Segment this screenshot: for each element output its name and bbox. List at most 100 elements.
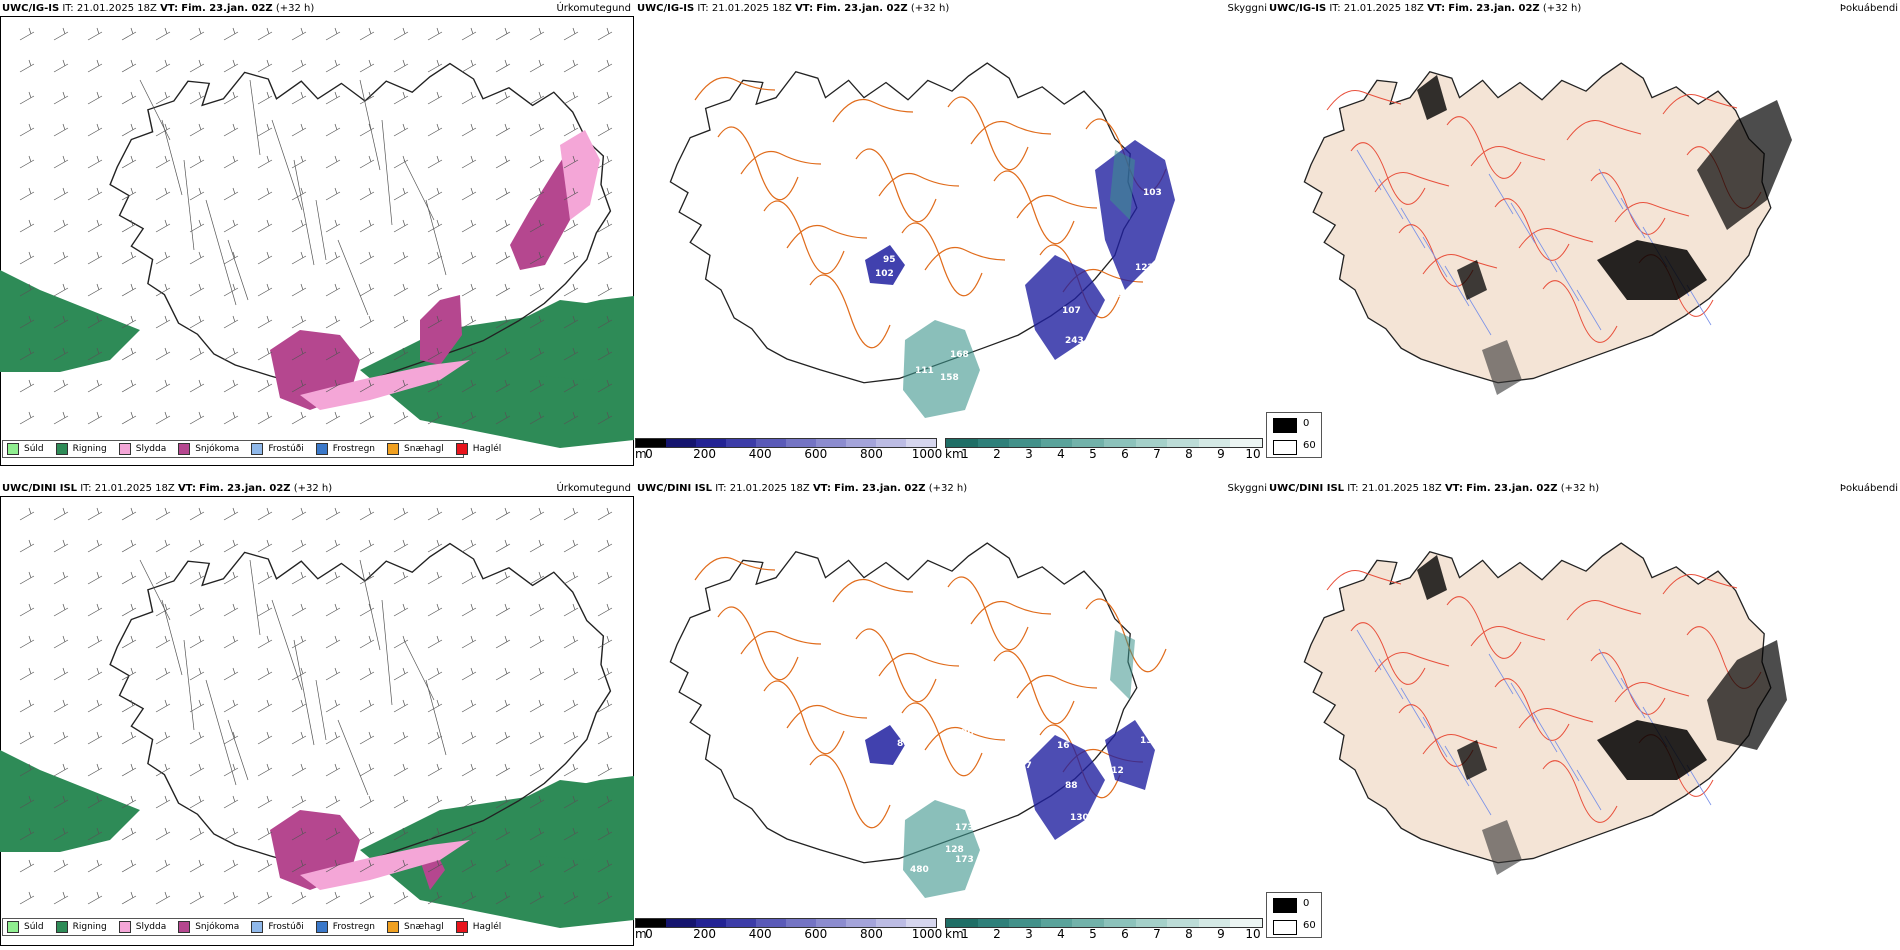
legend-item: Snjókoma [178, 921, 239, 933]
wind-barb [461, 731, 477, 745]
wind-barb [257, 347, 273, 361]
wind-barb [597, 539, 613, 553]
road [1374, 652, 1450, 673]
wind-barb [19, 27, 35, 41]
road [786, 224, 868, 249]
wind-barb [189, 539, 205, 553]
terrain-contour [403, 639, 435, 701]
wind-barb [53, 731, 69, 745]
wind-barb [359, 27, 375, 41]
river [1554, 260, 1580, 302]
wind-barb [461, 315, 477, 329]
colorbar-cell [1072, 919, 1104, 927]
wind-barb [325, 123, 341, 137]
wind-barb [461, 635, 477, 649]
wind-barb [19, 859, 35, 873]
wind-barb [597, 59, 613, 73]
panel-header: UWC/DINI ISL IT: 21.01.2025 18Z VT: Fim.… [637, 483, 967, 494]
wind-barb [393, 155, 409, 169]
terrain-contour [249, 79, 261, 156]
wind-barb [155, 219, 171, 233]
wind-barb [563, 155, 579, 169]
wind-barb [257, 635, 273, 649]
legend-item: Frostúði [251, 921, 304, 933]
cloud-height-label: 112 [1195, 231, 1214, 241]
rain-area [0, 270, 140, 372]
wind-barb [155, 507, 171, 521]
wind-barb [189, 59, 205, 73]
wind-barb [189, 347, 205, 361]
colorbar-cells [635, 438, 937, 448]
wind-barb [223, 379, 239, 393]
panel-title: Þokuábendi [1839, 483, 1898, 494]
wind-barb [427, 27, 443, 41]
colorbar-tick: 7 [1153, 447, 1161, 461]
wind-barb [121, 827, 137, 841]
colorbar-cell [1230, 919, 1262, 927]
wind-barb [121, 859, 137, 873]
wind-barb [53, 27, 69, 41]
colorbar-cell [876, 439, 906, 447]
wind-barb [291, 635, 307, 649]
wind-barb [325, 795, 341, 809]
legend-item: Haglél [455, 921, 501, 933]
legend-item: Slydda [118, 921, 166, 933]
wind-barb [121, 699, 137, 713]
wind-barb [19, 507, 35, 521]
wind-barb [87, 187, 103, 201]
wind-barb [223, 315, 239, 329]
wind-barb [155, 603, 171, 617]
terrain-contour [337, 239, 369, 316]
colorbar-cell [756, 439, 786, 447]
wind-barb [461, 59, 477, 73]
wind-barb [19, 891, 35, 905]
wind-barb [87, 827, 103, 841]
wind-barb [597, 571, 613, 585]
wind-barb [53, 891, 69, 905]
wind-barb [257, 539, 273, 553]
wind-barb [87, 603, 103, 617]
panel-header: UWC/IG-IS IT: 21.01.2025 18Z VT: Fim. 23… [637, 3, 949, 14]
model-name: UWC/IG-IS [2, 3, 60, 14]
wind-barb [155, 187, 171, 201]
wind-barb [563, 123, 579, 137]
terrain-contour [161, 599, 183, 676]
wind-barb [53, 251, 69, 265]
road [1542, 760, 1618, 823]
river [1598, 168, 1624, 210]
init-time: IT: 21.01.2025 18Z [697, 3, 792, 14]
valid-label: VT: [795, 3, 814, 14]
wind-barb [291, 571, 307, 585]
wind-barb [223, 187, 239, 201]
wind-barb [53, 603, 69, 617]
terrain-contour [205, 679, 237, 786]
colorbar-cell [816, 439, 846, 447]
wind-barb [223, 507, 239, 521]
wind-barb [495, 123, 511, 137]
legend-swatch [455, 921, 468, 933]
road [1326, 570, 1402, 591]
road [878, 652, 960, 677]
wind-barb [155, 411, 171, 425]
wind-barb [53, 827, 69, 841]
wind-barb [597, 603, 613, 617]
wind-barb [223, 603, 239, 617]
river [1444, 265, 1470, 307]
wind-barb [223, 155, 239, 169]
wind-barb [597, 795, 613, 809]
terrain-contour [381, 599, 393, 706]
colorbar-tick: 9 [1217, 927, 1225, 941]
colorbar-tick: 800 [859, 927, 883, 941]
wind-barb [597, 667, 613, 681]
wind-barb [563, 891, 579, 905]
wind-barb [325, 283, 341, 297]
valid-label: VT: [1444, 483, 1463, 494]
wind-barb [189, 635, 205, 649]
colorbar-tick: 800 [859, 447, 883, 461]
wind-barb [257, 507, 273, 521]
road [1446, 116, 1522, 179]
wind-barb [529, 539, 545, 553]
wind-barb [53, 635, 69, 649]
map-frame [0, 496, 634, 946]
wind-barb [257, 603, 273, 617]
